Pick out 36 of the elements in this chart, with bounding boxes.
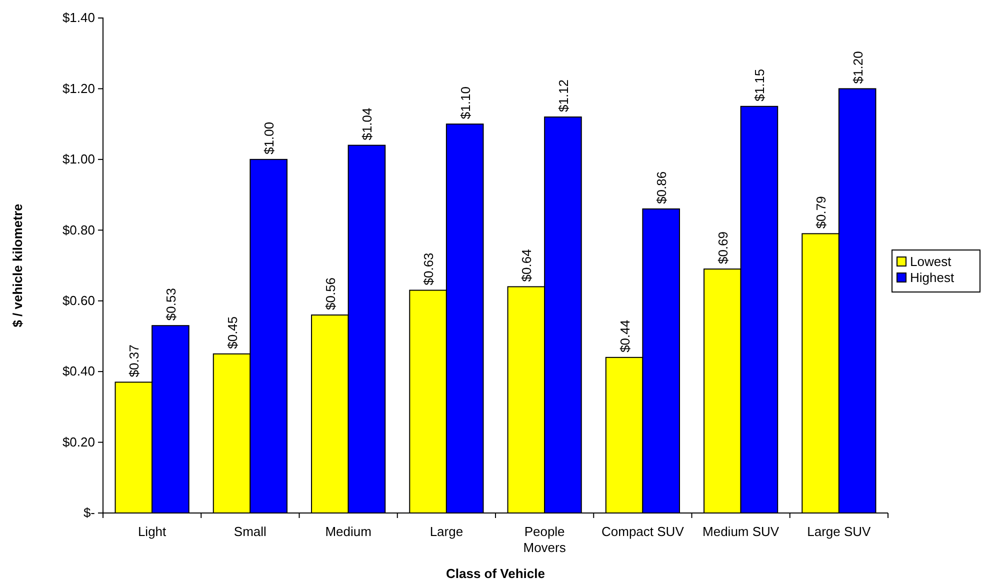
data-label: $0.64 [519,249,534,282]
x-tick-label: Medium [325,524,372,539]
y-axis-title: $ / vehicle kilometre [10,204,25,328]
data-label: $0.44 [617,320,632,352]
data-label: $0.53 [163,288,178,321]
x-tick-label: Large [430,524,464,539]
y-tick-label: $0.20 [62,434,95,450]
y-tick-label: $0.80 [62,222,95,238]
x-tick-label: People Movers [523,524,566,555]
y-tick-label: $1.00 [62,152,95,167]
y-tick-label: $0.40 [62,364,95,379]
data-label: $0.69 [715,231,730,264]
data-label: $0.63 [421,252,436,286]
y-tick-label: $- [83,505,95,520]
y-tick-label: $0.60 [62,293,95,308]
x-tick-label: Compact SUV [602,524,684,539]
legend-label: Lowest [910,254,952,269]
x-tick-label: Medium SUV [702,524,780,539]
data-label: $1.20 [850,51,866,84]
data-label: $0.37 [126,344,142,378]
x-tick-label: Light [138,524,167,539]
data-label: $0.79 [814,196,829,229]
data-label: $1.10 [458,86,473,120]
data-label: $0.45 [224,316,240,349]
y-tick-label: $1.20 [62,80,95,96]
data-label: $1.04 [360,108,375,140]
x-axis-title: Class of Vehicle [446,566,545,581]
y-tick-label: $1.40 [62,10,95,26]
x-tick-label: Small [234,524,267,539]
legend-label: Highest [910,270,954,285]
data-label: $1.15 [752,68,768,102]
data-label: $1.12 [556,79,571,112]
data-label: $0.56 [322,277,338,310]
data-label: $1.00 [262,122,277,154]
data-label: $0.86 [654,171,670,204]
x-tick-label: Large SUV [807,524,872,539]
